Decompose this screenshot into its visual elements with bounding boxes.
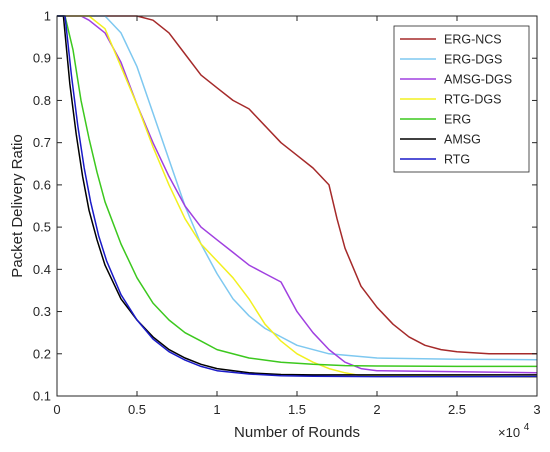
legend-label-rtg-dgs: RTG-DGS [444, 93, 501, 107]
legend-label-erg-ncs: ERG-NCS [444, 33, 502, 47]
x-tick-label: 2.5 [448, 402, 466, 417]
legend: ERG-NCS ERG-DGS AMSG-DGS RTG-DGS ERG AMSG RTG [393, 25, 530, 173]
y-tick-label: 0.3 [33, 304, 51, 319]
series-line-erg-ncs [57, 15, 537, 355]
series-line-rtg [57, 15, 537, 378]
y-tick-label: 0.1 [33, 389, 51, 404]
y-tick-label: 0.9 [33, 51, 51, 66]
series-line-rtg-dgs [57, 15, 538, 378]
x-axis-label: Number of Rounds [234, 424, 360, 441]
y-tick-label: 0.7 [33, 135, 51, 150]
x-tick-label: 1.5 [288, 402, 306, 417]
x-tick-label: 0.5 [128, 402, 146, 417]
series-line-erg [57, 15, 537, 368]
x-axis-multiplier-base: ×10 [498, 425, 520, 440]
legend-label-amsg: AMSG [444, 133, 481, 147]
x-tick-label: 1 [213, 402, 220, 417]
x-tick-label: 2 [373, 402, 380, 417]
legend-label-rtg: RTG [444, 153, 470, 167]
y-tick-label: 0.8 [33, 93, 51, 108]
x-tick-label: 0 [53, 402, 60, 417]
series-line-erg-dgs [57, 15, 538, 361]
y-tick-label: 0.6 [33, 177, 51, 192]
y-tick-label: 0.2 [33, 346, 51, 361]
x-axis-multiplier-exponent: 4 [524, 422, 530, 433]
axis-layer: 0 0.5 1 1.5 2 2.5 3 0.1 0.2 0.3 0.4 0.5 0.6 0.7 0.8 0.9… [33, 9, 541, 418]
series-layer [57, 15, 538, 378]
legend-label-erg-dgs: ERG-DGS [444, 53, 502, 67]
x-axis-multiplier: ×10 4 [498, 422, 530, 440]
y-tick-label: 1 [44, 9, 51, 24]
legend-label-amsg-dgs: AMSG-DGS [444, 73, 512, 87]
y-axis-label: Packet Delivery Ratio [9, 134, 26, 277]
legend-label-erg: ERG [444, 113, 471, 127]
y-tick-label: 0.5 [33, 220, 51, 235]
y-tick-label: 0.4 [33, 262, 51, 277]
x-tick-label: 3 [533, 402, 540, 417]
